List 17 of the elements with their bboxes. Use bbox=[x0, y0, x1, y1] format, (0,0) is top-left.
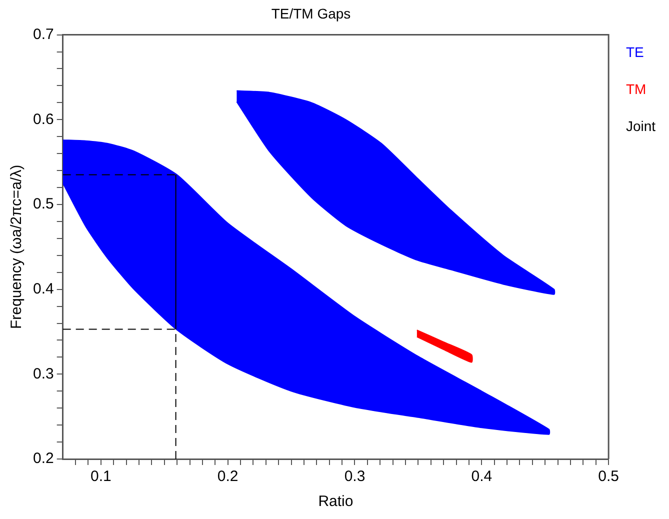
x-tick-label: 0.2 bbox=[217, 468, 238, 486]
y-tick-label: 0.6 bbox=[32, 110, 54, 128]
chart-title: TE/TM Gaps bbox=[271, 5, 351, 22]
x-tick-label: 0.5 bbox=[598, 468, 620, 486]
y-tick-label: 0.4 bbox=[32, 280, 54, 298]
x-axis-title: Ratio bbox=[318, 493, 354, 510]
x-tick-label: 0.3 bbox=[344, 468, 366, 486]
y-tick-label: 0.2 bbox=[32, 450, 54, 468]
x-tick-label: 0.1 bbox=[90, 468, 112, 486]
text: TM bbox=[626, 80, 648, 99]
x-tick-label: 0.4 bbox=[471, 468, 492, 486]
y-tick-label: 0.3 bbox=[32, 365, 54, 382]
y-tick-label: 0.7 bbox=[32, 26, 54, 43]
y-axis-title: Frequency (ωa/2πc=a/λ) bbox=[8, 164, 26, 330]
text: TE bbox=[626, 43, 645, 62]
text: Joint bbox=[626, 117, 656, 136]
y-tick-label: 0.5 bbox=[32, 196, 54, 213]
